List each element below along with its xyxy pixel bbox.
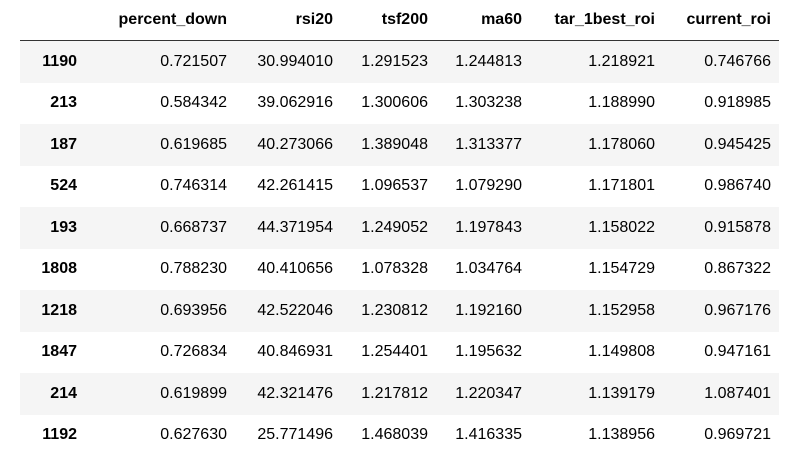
tsf200-cell: 1.300606 xyxy=(361,94,428,112)
table-row: 187 0.619685 40.273066 1.389048 1.313377 1.17… xyxy=(20,124,779,166)
rsi20-cell: 39.062916 xyxy=(257,94,333,112)
current-roi-cell: 0.867322 xyxy=(704,260,771,278)
rsi20-cell: 40.273066 xyxy=(257,135,333,153)
column-header-rsi20: rsi20 xyxy=(235,0,341,41)
column-header-current-roi: current_roi xyxy=(663,0,779,41)
row-index: 187 xyxy=(50,135,77,153)
tsf200-cell: 1.217812 xyxy=(361,384,428,402)
rsi20-cell: 42.261415 xyxy=(257,177,333,195)
current-roi-cell: 0.918985 xyxy=(704,94,771,112)
tsf200-cell: 1.078328 xyxy=(361,260,428,278)
ma60-cell: 1.244813 xyxy=(455,52,522,70)
table-row: 1218 0.693956 42.522046 1.230812 1.192160 1.1… xyxy=(20,290,779,332)
row-index: 193 xyxy=(50,218,77,236)
row-index: 213 xyxy=(50,94,77,112)
table-row: 1847 0.726834 40.846931 1.254401 1.195632 1.1… xyxy=(20,331,779,373)
dataframe-table: percent_down rsi20 tsf200 ma60 tar_1best… xyxy=(20,0,779,456)
current-roi-cell: 0.746766 xyxy=(704,52,771,70)
row-index: 1190 xyxy=(42,52,77,70)
percent-down-cell: 0.584342 xyxy=(160,94,227,112)
row-index: 1847 xyxy=(41,343,77,361)
index-header xyxy=(20,0,85,41)
tsf200-cell: 1.096537 xyxy=(361,177,428,195)
tar-1best-roi-cell: 1.171801 xyxy=(588,177,655,195)
column-header-ma60: ma60 xyxy=(436,0,530,41)
row-index: 1192 xyxy=(42,426,77,444)
table-row: 1190 0.721507 30.994010 1.291523 1.244813 1.2… xyxy=(20,40,779,83)
ma60-cell: 1.192160 xyxy=(455,301,522,319)
tsf200-cell: 1.468039 xyxy=(361,426,428,444)
tsf200-cell: 1.249052 xyxy=(361,218,428,236)
ma60-cell: 1.416335 xyxy=(455,426,522,444)
percent-down-cell: 0.746314 xyxy=(160,177,227,195)
row-index: 1808 xyxy=(41,260,77,278)
percent-down-cell: 0.668737 xyxy=(160,218,227,236)
current-roi-cell: 0.945425 xyxy=(704,135,771,153)
rsi20-cell: 42.522046 xyxy=(257,301,333,319)
rsi20-cell: 25.771496 xyxy=(257,426,333,444)
percent-down-cell: 0.788230 xyxy=(160,260,227,278)
table-header: percent_down rsi20 tsf200 ma60 tar_1best… xyxy=(20,0,779,41)
header-row: percent_down rsi20 tsf200 ma60 tar_1best… xyxy=(20,0,779,41)
tar-1best-roi-cell: 1.152958 xyxy=(588,301,655,319)
table-row: 524 0.746314 42.261415 1.096537 1.079290 1.17… xyxy=(20,165,779,207)
current-roi-cell: 0.915878 xyxy=(704,218,771,236)
rsi20-cell: 44.371954 xyxy=(257,218,333,236)
table-body: 1190 0.721507 30.994010 1.291523 1.244813 1.2… xyxy=(20,40,779,456)
tar-1best-roi-cell: 1.138956 xyxy=(588,426,655,444)
percent-down-cell: 0.619685 xyxy=(160,135,227,153)
column-header-tar-1best-roi: tar_1best_roi xyxy=(530,0,663,41)
percent-down-cell: 0.721507 xyxy=(160,52,227,70)
tsf200-cell: 1.291523 xyxy=(361,52,428,70)
tar-1best-roi-cell: 1.218921 xyxy=(588,52,655,70)
rsi20-cell: 30.994010 xyxy=(257,52,333,70)
current-roi-cell: 0.967176 xyxy=(704,301,771,319)
row-index: 524 xyxy=(50,177,77,195)
current-roi-cell: 1.087401 xyxy=(704,384,771,402)
ma60-cell: 1.197843 xyxy=(455,218,522,236)
ma60-cell: 1.079290 xyxy=(455,177,522,195)
ma60-cell: 1.195632 xyxy=(455,343,522,361)
percent-down-cell: 0.693956 xyxy=(160,301,227,319)
tar-1best-roi-cell: 1.154729 xyxy=(588,260,655,278)
table-row: 1808 0.788230 40.410656 1.078328 1.034764 1.1… xyxy=(20,248,779,290)
ma60-cell: 1.220347 xyxy=(455,384,522,402)
tsf200-cell: 1.254401 xyxy=(361,343,428,361)
table-row: 213 0.584342 39.062916 1.300606 1.303238 1.18… xyxy=(20,82,779,124)
percent-down-cell: 0.726834 xyxy=(160,343,227,361)
table-row: 193 0.668737 44.371954 1.249052 1.197843 1.15… xyxy=(20,207,779,249)
percent-down-cell: 0.619899 xyxy=(160,384,227,402)
row-index: 1218 xyxy=(41,301,77,319)
ma60-cell: 1.034764 xyxy=(455,260,522,278)
ma60-cell: 1.313377 xyxy=(455,135,522,153)
tar-1best-roi-cell: 1.178060 xyxy=(588,135,655,153)
rsi20-cell: 40.410656 xyxy=(257,260,333,278)
table-row: 1192 0.627630 25.771496 1.468039 1.416335 1.1… xyxy=(20,414,779,456)
current-roi-cell: 0.969721 xyxy=(704,426,771,444)
rsi20-cell: 42.321476 xyxy=(257,384,333,402)
current-roi-cell: 0.947161 xyxy=(704,343,771,361)
percent-down-cell: 0.627630 xyxy=(160,426,227,444)
column-header-percent-down: percent_down xyxy=(85,0,235,41)
row-index: 214 xyxy=(50,384,77,402)
current-roi-cell: 0.986740 xyxy=(704,177,771,195)
tsf200-cell: 1.230812 xyxy=(361,301,428,319)
tar-1best-roi-cell: 1.188990 xyxy=(588,94,655,112)
tar-1best-roi-cell: 1.149808 xyxy=(588,343,655,361)
rsi20-cell: 40.846931 xyxy=(257,343,333,361)
column-header-tsf200: tsf200 xyxy=(341,0,436,41)
tar-1best-roi-cell: 1.139179 xyxy=(588,384,655,402)
tsf200-cell: 1.389048 xyxy=(361,135,428,153)
table-row: 214 0.619899 42.321476 1.217812 1.220347 1.13… xyxy=(20,373,779,415)
ma60-cell: 1.303238 xyxy=(455,94,522,112)
tar-1best-roi-cell: 1.158022 xyxy=(588,218,655,236)
